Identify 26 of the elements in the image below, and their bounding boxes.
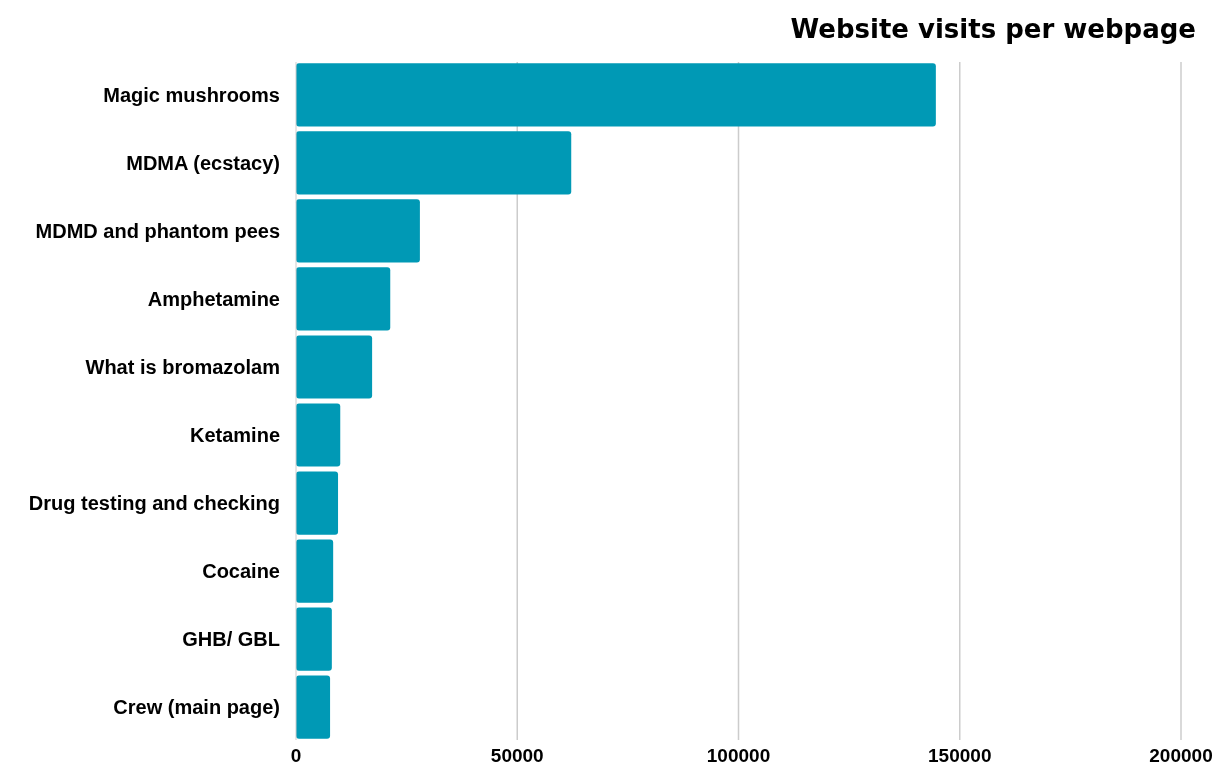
bar bbox=[296, 131, 572, 195]
bar bbox=[296, 675, 331, 739]
bar bbox=[296, 267, 391, 331]
x-tick-label: 0 bbox=[290, 745, 302, 764]
y-tick-label: MDMD and phantom pees bbox=[35, 219, 280, 242]
y-tick-label: MDMA (ecstacy) bbox=[126, 151, 280, 174]
y-tick-label: Crew (main page) bbox=[113, 696, 280, 719]
y-tick-label: GHB/ GBL bbox=[182, 628, 280, 651]
bar bbox=[296, 335, 373, 399]
y-tick-label: What is bromazolam bbox=[85, 356, 280, 378]
x-tick-label: 50000 bbox=[490, 745, 544, 764]
bar bbox=[296, 199, 420, 263]
y-tick-label: Magic mushrooms bbox=[103, 83, 280, 106]
bar bbox=[296, 539, 334, 603]
x-tick-label: 100000 bbox=[706, 745, 771, 764]
chart-title: Website visits per webpage bbox=[790, 14, 1196, 44]
y-tick-label: Amphetamine bbox=[147, 287, 280, 310]
y-tick-label: Cocaine bbox=[202, 560, 280, 583]
x-tick-label: 150000 bbox=[928, 745, 992, 764]
y-tick-label: Drug testing and checking bbox=[28, 492, 280, 515]
x-tick-label: 200000 bbox=[1149, 745, 1213, 764]
bar bbox=[296, 403, 341, 467]
y-tick-label: Ketamine bbox=[189, 424, 280, 446]
bar bbox=[296, 607, 332, 671]
bar bbox=[296, 63, 936, 127]
bar bbox=[296, 471, 339, 535]
